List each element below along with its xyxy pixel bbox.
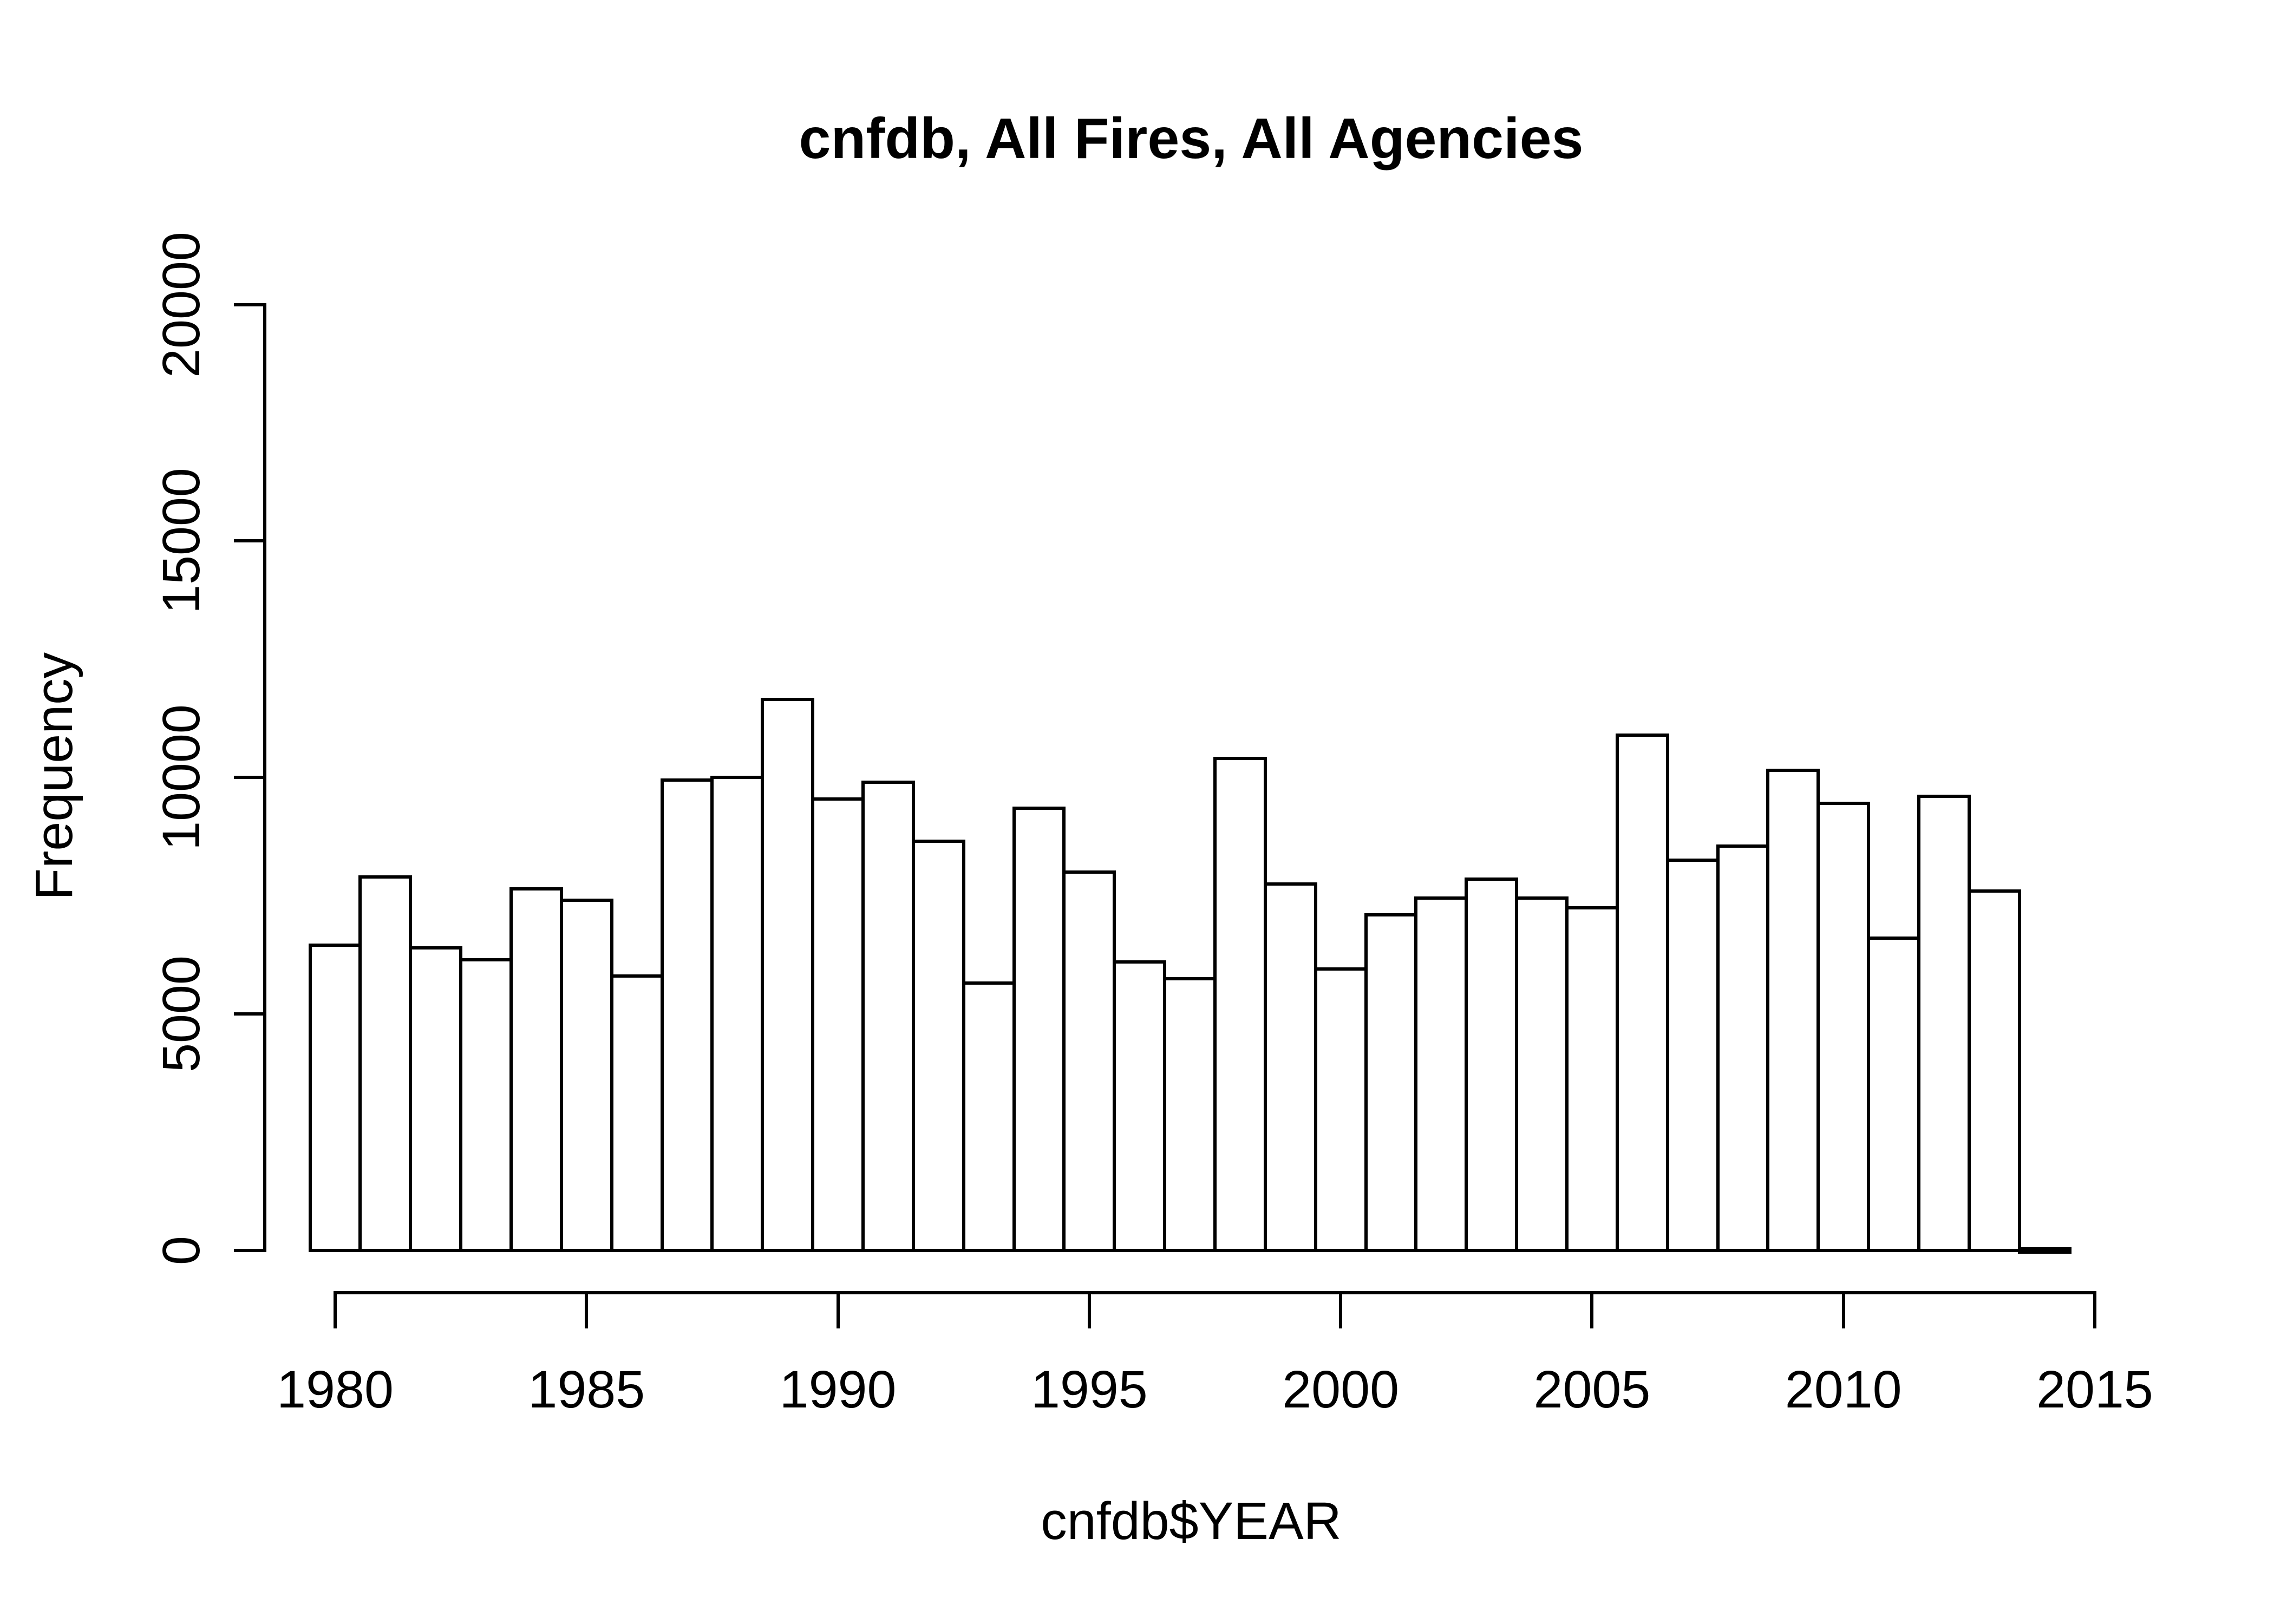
histogram-bar [962,981,1016,1252]
histogram-bar [1867,937,1920,1252]
x-tick [1087,1291,1091,1328]
x-axis-label: cnfdb$YEAR [1041,1491,1342,1550]
histogram-bar [1012,807,1066,1252]
x-tick [334,1291,337,1328]
x-tick-label: 2005 [1533,1360,1651,1419]
y-tick-label: 20000 [152,231,211,378]
histogram-bar [1213,757,1267,1252]
histogram-bar [459,958,513,1252]
y-tick [234,539,265,543]
histogram-bar [1364,913,1418,1252]
x-tick-label: 1995 [1030,1360,1148,1419]
histogram-bar [610,974,664,1252]
chart-title: cnfdb, All Fires, All Agencies [799,107,1584,171]
histogram-bar [1665,859,1720,1252]
histogram-bar [358,875,413,1252]
histogram-bar [861,780,915,1252]
x-tick [1841,1291,1845,1328]
x-tick-label: 1990 [779,1360,897,1419]
histogram-bar [509,887,563,1252]
histogram-bar [1163,977,1217,1252]
histogram-bar [660,778,714,1252]
histogram-bar [911,840,965,1252]
y-tick [234,1249,265,1252]
y-tick [234,776,265,780]
histogram-bar [1062,870,1116,1252]
histogram-bar [1113,960,1167,1252]
x-tick [585,1291,589,1328]
x-tick-label: 2010 [1785,1360,1902,1419]
x-tick [836,1291,840,1328]
histogram-bar [1967,889,2021,1252]
y-tick [234,1012,265,1016]
y-tick-label: 15000 [152,468,211,614]
x-tick [1590,1291,1594,1328]
histogram-bar [1515,896,1569,1252]
histogram-bar [1465,878,1519,1252]
histogram-bar [2017,1247,2072,1254]
histogram-bar [1314,967,1368,1252]
x-tick [2093,1291,2096,1328]
histogram-bar [710,776,764,1252]
y-tick-label: 5000 [152,955,211,1073]
x-tick-label: 1980 [277,1360,394,1419]
histogram-bar [1766,769,1820,1252]
histogram-bar [559,899,613,1252]
x-tick-label: 2015 [2036,1360,2153,1419]
histogram-bar [1816,802,1871,1252]
x-tick-label: 1985 [528,1360,645,1419]
histogram-bar [1565,906,1619,1252]
x-tick [1339,1291,1343,1328]
y-axis-line [263,303,266,1252]
histogram-bar [1414,896,1468,1252]
y-tick-label: 10000 [152,704,211,851]
y-axis-label: Frequency [24,652,83,901]
histogram-bar [1716,844,1770,1252]
y-tick-label: 0 [152,1236,211,1265]
histogram-bar [1263,882,1317,1252]
histogram-bar [1917,795,1971,1252]
histogram-bar [811,797,865,1252]
y-tick [234,303,265,306]
x-axis-line [334,1291,2096,1294]
histogram-bar [409,946,463,1252]
x-tick-label: 2000 [1282,1360,1400,1419]
histogram-bar [1615,733,1669,1252]
histogram-bar [308,944,362,1252]
histogram-bar [761,698,815,1252]
